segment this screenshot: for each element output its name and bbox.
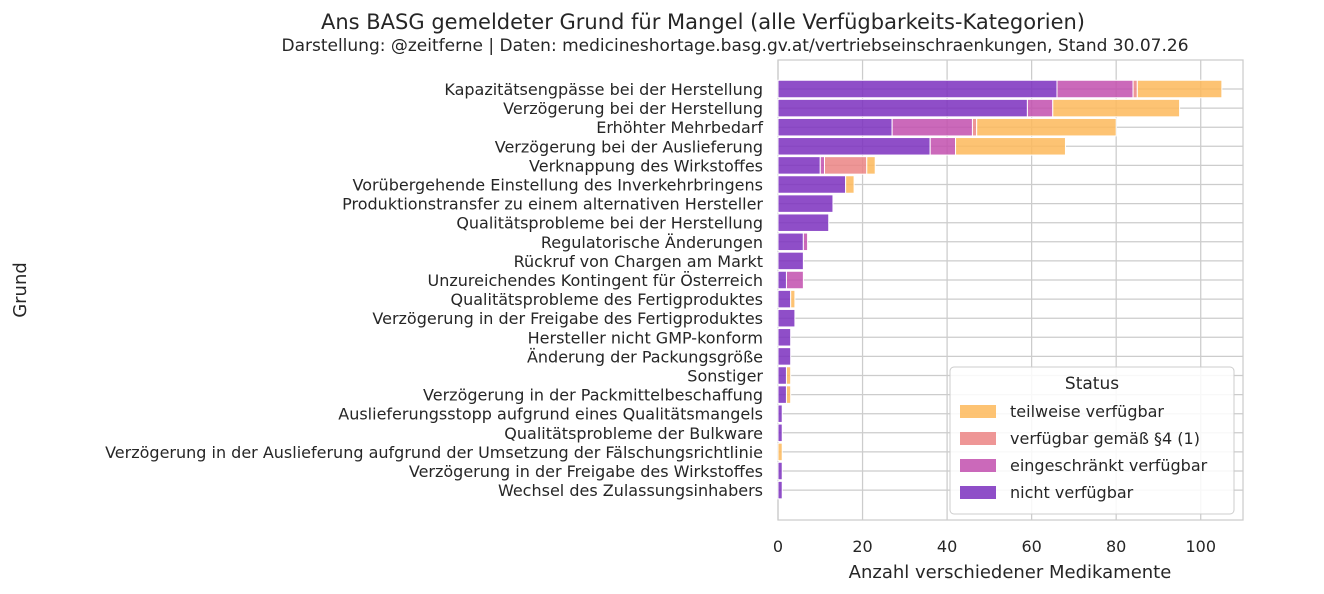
y-tick-label: Wechsel des Zulassungsinhabers: [498, 481, 763, 500]
bar-segment: [777, 289, 792, 309]
chart-title: Ans BASG gemeldeter Grund für Mangel (al…: [321, 10, 1085, 34]
bar-segment: [1132, 79, 1138, 99]
y-tick-label: Verzögerung in der Auslieferung aufgrund…: [105, 443, 763, 462]
bar-segment: [777, 423, 783, 443]
legend-swatch: [960, 432, 996, 445]
legend-label: eingeschränkt verfügbar: [1010, 456, 1208, 475]
bar-segment: [777, 404, 783, 423]
bar-segment: [777, 194, 834, 213]
bar-segment: [777, 79, 1058, 99]
bar-segment: [866, 156, 876, 175]
bar-segment: [777, 270, 787, 290]
y-tick-label: Änderung der Packungsgröße: [527, 347, 763, 366]
bar-segment: [777, 442, 783, 462]
legend-swatch: [960, 459, 996, 472]
bar-segment: [777, 385, 787, 404]
bar-segment: [1052, 98, 1181, 118]
bar-segment: [777, 347, 792, 366]
legend-swatch: [960, 405, 996, 418]
bars: [777, 79, 1223, 500]
bar-segment: [1136, 79, 1223, 99]
bar-segment: [777, 156, 821, 175]
y-tick-label: Qualitätsprobleme bei der Herstellung: [456, 214, 763, 233]
bar-segment: [955, 137, 1066, 156]
y-tick-label: Verzögerung in der Freigabe des Wirkstof…: [409, 462, 763, 481]
y-tick-label: Erhöhter Mehrbedarf: [596, 118, 763, 137]
y-tick-labels: Kapazitätsengpässe bei der HerstellungVe…: [105, 80, 763, 500]
bar-segment: [891, 117, 973, 137]
bar-segment: [777, 137, 931, 156]
legend-label: teilweise verfügbar: [1010, 402, 1164, 421]
x-tick-label: 40: [937, 537, 957, 556]
y-tick-label: Vorübergehende Einstellung des Inverkehr…: [352, 176, 763, 195]
y-tick-label: Verzögerung bei der Herstellung: [503, 99, 763, 118]
legend-label: verfügbar gemäß §4 (1): [1010, 429, 1200, 448]
bar-segment: [777, 117, 893, 137]
bar-segment: [824, 156, 868, 175]
legend-label: nicht verfügbar: [1010, 483, 1134, 502]
x-axis-label: Anzahl verschiedener Medikamente: [849, 562, 1172, 583]
x-tick-label: 80: [1106, 537, 1126, 556]
chart-subtitle: Darstellung: @zeitferne | Daten: medicin…: [281, 36, 1188, 56]
y-tick-label: Unzureichendes Kontingent für Österreich: [428, 271, 763, 290]
bar-segment: [777, 213, 830, 232]
y-tick-label: Produktionstransfer zu einem alternative…: [342, 195, 763, 214]
x-tick-label: 0: [773, 537, 783, 556]
bar-segment: [785, 270, 804, 290]
bar-segment: [1026, 98, 1054, 118]
bar-segment: [845, 175, 855, 194]
bar-segment: [777, 232, 804, 252]
bar-segment: [929, 137, 957, 156]
bar-segment: [785, 366, 792, 385]
x-tick-label: 60: [1021, 537, 1041, 556]
legend: Status teilweise verfügbar verfügbar gemä…: [949, 366, 1235, 515]
bar-segment: [777, 308, 796, 328]
bar-segment: [777, 328, 792, 347]
bar-segment: [976, 117, 1117, 137]
y-tick-label: Regulatorische Änderungen: [541, 233, 763, 252]
bar-segment: [802, 232, 809, 252]
x-tick-label: 100: [1185, 537, 1216, 556]
bar-segment: [1056, 79, 1134, 99]
bar-segment: [819, 156, 825, 175]
bar-segment: [777, 366, 787, 385]
y-axis-label: Grund: [10, 262, 31, 318]
y-tick-label: Sonstiger: [687, 367, 763, 386]
x-tick-label: 20: [852, 537, 872, 556]
y-tick-label: Verzögerung in der Packmittelbeschaffung: [423, 386, 763, 405]
y-tick-label: Rückruf von Chargen am Markt: [514, 252, 763, 271]
legend-frame: [949, 366, 1235, 515]
y-tick-label: Verzögerung in der Freigabe des Fertigpr…: [372, 309, 763, 328]
bar-segment: [777, 480, 783, 500]
x-tick-labels: 0 20 40 60 80 100: [773, 537, 1216, 556]
y-tick-label: Qualitätsprobleme der Bulkware: [504, 424, 763, 443]
bar-segment: [777, 251, 804, 271]
y-tick-label: Hersteller nicht GMP-konform: [528, 328, 763, 347]
bar-segment: [785, 385, 792, 404]
y-tick-label: Verknappung des Wirkstoffes: [529, 156, 763, 175]
y-tick-label: Qualitätsprobleme des Fertigproduktes: [451, 290, 763, 309]
legend-title: Status: [1065, 374, 1119, 394]
y-tick-label: Auslieferungsstopp aufgrund eines Qualit…: [338, 405, 763, 424]
bar-segment: [790, 289, 796, 309]
bar-segment: [777, 98, 1028, 118]
bar-segment: [777, 175, 847, 194]
y-tick-label: Verzögerung bei der Auslieferung: [495, 137, 763, 156]
legend-swatch: [960, 486, 996, 499]
bar-segment: [971, 117, 978, 137]
y-tick-label: Kapazitätsengpässe bei der Herstellung: [444, 80, 763, 99]
bar-segment: [777, 461, 783, 481]
